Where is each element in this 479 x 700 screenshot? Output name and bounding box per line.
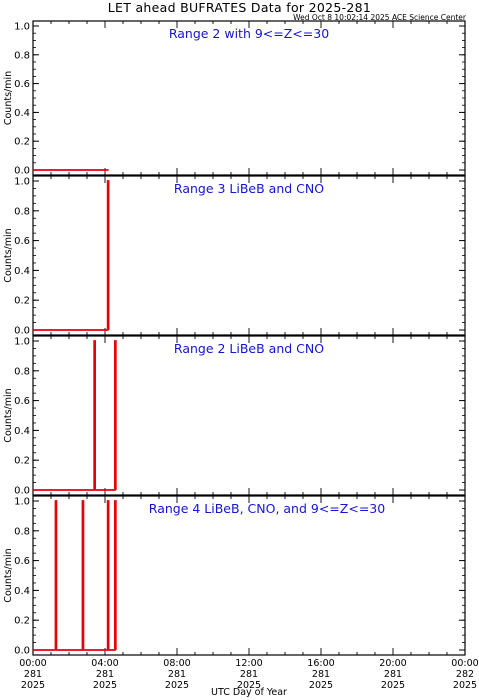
y-tick-label: 1.0 xyxy=(14,337,30,348)
y-axis-label: Counts/min xyxy=(3,548,14,602)
y-tick-label: 0.0 xyxy=(14,486,30,497)
x-tick-doy: 281 xyxy=(312,669,330,680)
panel-3: 0.0 0.2 0.4 0.6 0.8 1.0 Counts/min Range 2 LiBe… xyxy=(3,335,466,497)
x-tick-doy: 281 xyxy=(240,669,258,680)
x-tick-year: 2025 xyxy=(165,680,189,691)
y-tick-label: 0.0 xyxy=(14,646,30,657)
y-tick-label: 0.8 xyxy=(14,206,30,217)
panel-label: Range 2 LiBeB and CNO xyxy=(174,341,324,356)
x-tick-doy: 281 xyxy=(24,669,42,680)
y-tick-label: 0.6 xyxy=(14,79,30,90)
x-tick-label: 08:00 xyxy=(163,658,190,669)
panel-label: Range 3 LiBeB and CNO xyxy=(174,181,324,196)
x-tick-year: 2025 xyxy=(21,680,45,691)
panel-1: 0.0 0.2 0.4 0.6 0.8 1.0 Counts/min Range 2 with… xyxy=(3,20,466,177)
y-tick-label: 0.6 xyxy=(14,556,30,567)
y-tick-label: 0.0 xyxy=(14,166,30,177)
x-tick-label: 12:00 xyxy=(235,658,262,669)
plot-frame xyxy=(32,335,466,496)
chart-title: LET ahead BUFRATES Data for 2025-281 xyxy=(107,0,372,15)
y-tick-label: 0.4 xyxy=(14,266,30,277)
y-tick-label: 0.2 xyxy=(14,456,30,467)
y-tick-label: 1.0 xyxy=(14,22,30,33)
x-tick-label: 00:00 xyxy=(451,658,478,669)
data-series xyxy=(33,500,117,651)
x-tick-label: 04:00 xyxy=(91,658,118,669)
x-tick-doy: 282 xyxy=(456,669,474,680)
x-tick-doy: 281 xyxy=(168,669,186,680)
y-tick-label: 0.4 xyxy=(14,586,30,597)
x-tick-year: 2025 xyxy=(93,680,117,691)
panel-label: Range 4 LiBeB, CNO, and 9<=Z<=30 xyxy=(149,501,385,516)
y-tick-label: 0.6 xyxy=(14,236,30,247)
panel-4: 0.0 0.2 0.4 0.6 0.8 1.0 Counts/min Range 4 LiBe… xyxy=(3,495,479,698)
x-tick-year: 2025 xyxy=(381,680,405,691)
y-tick-label: 0.6 xyxy=(14,396,30,407)
x-tick-label: 16:00 xyxy=(307,658,334,669)
y-tick-label: 0.2 xyxy=(14,296,30,307)
x-tick-year: 2025 xyxy=(237,680,261,691)
y-axis-label: Counts/min xyxy=(3,388,14,442)
x-tick-year: 2025 xyxy=(453,680,477,691)
y-tick-label: 0.8 xyxy=(14,526,30,537)
y-tick-label: 0.8 xyxy=(14,50,30,61)
plot-frame xyxy=(32,175,466,336)
x-tick-doy: 281 xyxy=(96,669,114,680)
y-tick-label: 0.4 xyxy=(14,426,30,437)
panel-label: Range 2 with 9<=Z<=30 xyxy=(169,26,329,41)
panel-2: 0.0 0.2 0.4 0.6 0.8 1.0 Counts/min Range 3 LiBe… xyxy=(3,175,466,337)
y-tick-label: 0.2 xyxy=(14,137,30,148)
x-tick-label: 20:00 xyxy=(379,658,406,669)
y-tick-label: 0.8 xyxy=(14,366,30,377)
y-tick-label: 1.0 xyxy=(14,177,30,188)
y-tick-label: 0.0 xyxy=(14,326,30,337)
plot-frame xyxy=(32,20,466,176)
plot-frame xyxy=(32,495,466,656)
y-axis-label: Counts/min xyxy=(3,228,14,282)
data-series xyxy=(33,180,110,331)
data-series xyxy=(33,340,117,491)
y-tick-label: 0.4 xyxy=(14,108,30,119)
y-axis-label: Counts/min xyxy=(3,71,14,125)
x-tick-label: 00:00 xyxy=(19,658,46,669)
timestamp: Wed Oct 8 10:02:14 2025 ACE Science Cent… xyxy=(293,13,466,22)
y-tick-label: 1.0 xyxy=(14,497,30,508)
x-axis-label: UTC Day of Year xyxy=(211,687,287,698)
x-tick-doy: 281 xyxy=(384,669,402,680)
x-tick-year: 2025 xyxy=(309,680,333,691)
y-tick-label: 0.2 xyxy=(14,616,30,627)
